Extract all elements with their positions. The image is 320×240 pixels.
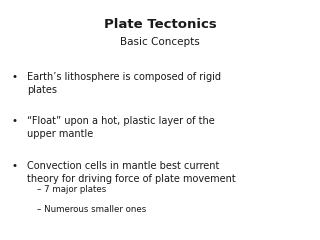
Text: Basic Concepts: Basic Concepts [120,37,200,47]
Text: Earth’s lithosphere is composed of rigid
plates: Earth’s lithosphere is composed of rigid… [27,72,221,95]
Text: Plate Tectonics: Plate Tectonics [104,18,216,31]
Text: – 7 major plates: – 7 major plates [37,185,106,194]
Text: •: • [12,116,17,126]
Text: •: • [12,72,17,82]
Text: – Numerous smaller ones: – Numerous smaller ones [37,205,146,214]
Text: Convection cells in mantle best current
theory for driving force of plate moveme: Convection cells in mantle best current … [27,161,236,184]
Text: “Float” upon a hot, plastic layer of the
upper mantle: “Float” upon a hot, plastic layer of the… [27,116,215,139]
Text: •: • [12,161,17,171]
